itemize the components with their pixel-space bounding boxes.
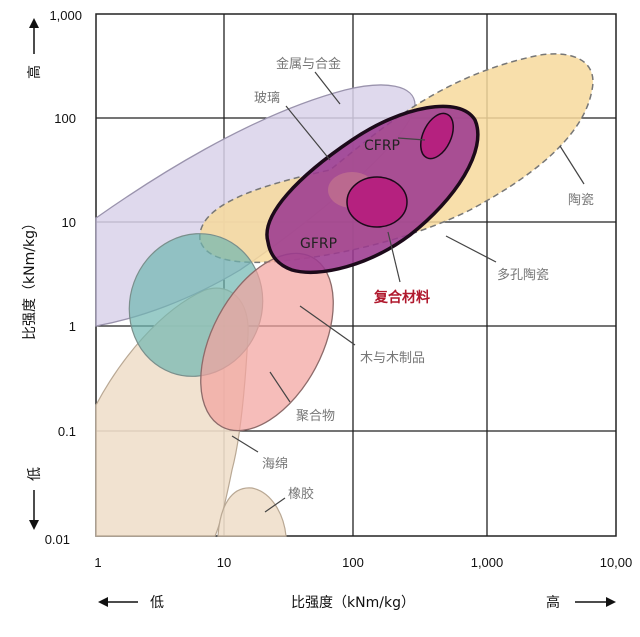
- y-tick-label: 0.01: [45, 532, 70, 547]
- x-tick-labels: 1 10 100 1,000 10,00: [94, 555, 632, 570]
- foam-label: 海绵: [262, 457, 288, 472]
- glass-label: 玻璃: [254, 91, 280, 106]
- x-axis-title: 比强度（kNm/kg）: [291, 595, 415, 611]
- wood-label: 木与木制品: [360, 351, 425, 366]
- y-tick-labels: 1,000 100 10 1 0.1 0.01: [45, 8, 82, 547]
- gfrp-label: GFRP: [300, 236, 337, 252]
- x-high-arrow: 高: [546, 594, 616, 611]
- composites-label: 复合材料: [373, 289, 430, 306]
- rubber-region: [217, 487, 287, 537]
- x-tick-label: 10: [217, 555, 231, 570]
- x-tick-label: 1,000: [471, 555, 504, 570]
- y-low-arrow: 低: [27, 467, 43, 530]
- y-tick-label: 0.1: [58, 424, 76, 439]
- polymers-label: 聚合物: [296, 409, 335, 424]
- y-axis-title: 比强度（kNm/kg）: [22, 216, 38, 340]
- y-low-label: 低: [27, 467, 43, 481]
- y-tick-label: 100: [54, 111, 76, 126]
- leader-lines: [231, 71, 585, 513]
- ceramics-label: 陶瓷: [568, 192, 594, 208]
- y-tick-label: 10: [62, 215, 76, 230]
- porous-ceramics-label: 多孔陶瓷: [497, 267, 549, 283]
- gfrp-region: [346, 176, 408, 228]
- x-tick-label: 1: [94, 555, 101, 570]
- y-tick-label: 1: [69, 319, 76, 334]
- cfrp-region: [420, 112, 454, 160]
- x-low-arrow: 低: [98, 595, 164, 611]
- metals-label: 金属与合金: [276, 56, 341, 72]
- x-tick-label: 100: [342, 555, 364, 570]
- x-high-label: 高: [546, 594, 560, 611]
- rubber-label: 橡胶: [288, 486, 314, 502]
- x-low-label: 低: [150, 595, 164, 611]
- cfrp-label: CFRP: [364, 138, 400, 154]
- y-high-label: 高: [26, 65, 43, 79]
- y-high-arrow: 高: [26, 18, 43, 79]
- y-tick-label: 1,000: [49, 8, 82, 23]
- x-tick-label: 10,00: [600, 555, 633, 570]
